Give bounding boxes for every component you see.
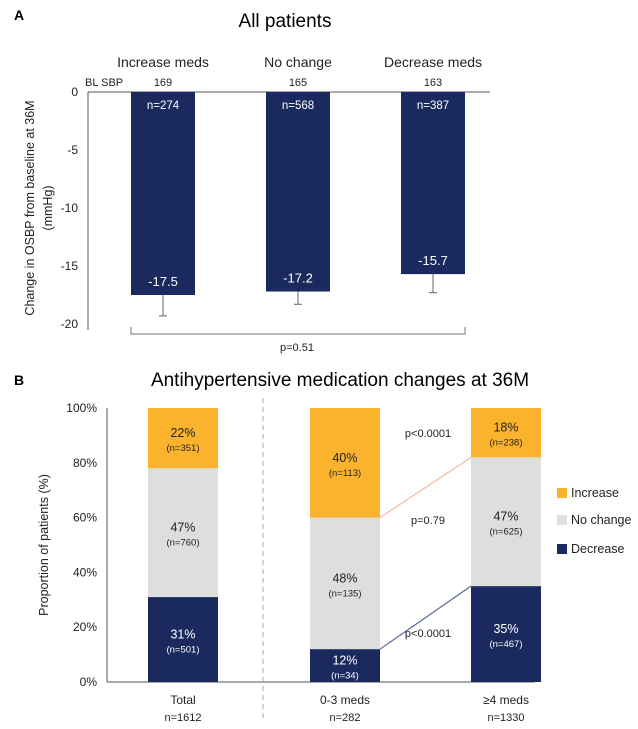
panel-a-bracket [130, 327, 466, 335]
panel-b-bar-segment [310, 517, 380, 650]
panel-b-bar-segment [310, 649, 380, 682]
panel-a-pvalue: p=0.51 [280, 342, 314, 354]
panel-b-bar-segment [471, 586, 541, 682]
panel-a-n-label: n=274 [147, 100, 180, 112]
panel-b-segment-n: (n=760) [166, 538, 199, 549]
panel-b-segment-n: (n=34) [331, 671, 359, 682]
panel-b-connector [379, 585, 472, 650]
panel-b-segment-n: (n=467) [489, 639, 522, 650]
bl-sbp-label: BL SBP [85, 77, 123, 89]
panel-a-bar [401, 92, 465, 275]
panel-b-connector [379, 456, 472, 519]
panel-b-pvalue: p<0.0001 [405, 628, 451, 640]
panel-a-value-label: -17.2 [283, 271, 313, 286]
panel-b-pvalue: p=0.79 [411, 515, 445, 527]
panel-a-plot: 0 -5 -10 -15 -20 Increase meds 169 n=274 -17.5 No… [61, 54, 490, 335]
panel-a-ytick: -20 [61, 317, 79, 331]
panel-b-segment-n: (n=351) [166, 443, 199, 454]
panel-a-value-label: -17.5 [148, 274, 178, 289]
panel-a-bl-sbp-value: 169 [154, 77, 172, 89]
panel-b-title: Antihypertensive medication changes at 3… [151, 370, 529, 391]
panel-a-title: All patients [239, 11, 332, 32]
legend-label: Decrease [571, 542, 625, 556]
panel-b-ylabel: Proportion of patients (%) [37, 474, 51, 616]
panel-b-ytick: 20% [73, 620, 97, 634]
panel-b-category-label: Total [170, 693, 195, 707]
panel-b-segment-n: (n=135) [328, 588, 361, 599]
panel-b-bar-segment [471, 457, 541, 587]
panel-b-segment-n: (n=625) [489, 527, 522, 538]
panel-b-ytick: 0% [80, 675, 98, 689]
panel-b-segment-n: (n=113) [329, 468, 361, 479]
panel-b-segment-percent: 47% [493, 510, 518, 524]
panel-a-value-label: -15.7 [418, 253, 448, 268]
panel-b-plot: 0% 20% 40% 60% 80% 100% 31% (n=501) 47% (n=760) 22… [66, 398, 632, 724]
panel-a-bl-sbp-value: 165 [289, 77, 307, 89]
panel-b-ytick: 80% [73, 456, 97, 470]
panel-a-ytick: -5 [67, 143, 78, 157]
panel-b-bar-segment [471, 408, 541, 458]
panel-a-bar [131, 92, 195, 295]
panel-b-segment-percent: 22% [170, 426, 195, 440]
legend-label: Increase [571, 486, 619, 500]
legend-label: No change [571, 513, 632, 527]
panel-a-bl-sbp-value: 163 [424, 77, 442, 89]
panel-b-segment-n: (n=238) [489, 438, 522, 449]
panel-b-letter: B [14, 372, 24, 388]
panel-b-category-label: ≥4 meds [483, 693, 529, 707]
panel-b-ytick: 60% [73, 511, 97, 525]
panel-a-ytick: -10 [61, 201, 79, 215]
panel-b-bar-segment [148, 468, 218, 598]
panel-b-segment-percent: 35% [493, 622, 518, 636]
legend-swatch [557, 544, 567, 554]
panel-a-category-label: No change [264, 54, 332, 70]
panel-b-category-n: n=1330 [487, 712, 524, 724]
panel-b-bar-segment [148, 597, 218, 682]
panel-b-bar-segment [148, 408, 218, 469]
panel-b-category-n: n=1612 [164, 712, 201, 724]
panel-a-letter: A [14, 7, 24, 23]
panel-b-segment-n: (n=501) [166, 645, 199, 656]
panel-a-ylabel-line2: (mmHg) [41, 185, 55, 230]
panel-a-category-label: Decrease meds [384, 54, 482, 70]
panel-a-bar [266, 92, 330, 292]
panel-a-ylabel-line1: Change in OSBP from baseline at 36M [23, 100, 37, 315]
panel-b-category-n: n=282 [330, 712, 361, 724]
panel-b-ytick: 100% [66, 401, 97, 415]
panel-a-n-label: n=568 [282, 100, 314, 112]
panel-b-segment-percent: 18% [493, 421, 518, 435]
panel-b-segment-percent: 40% [332, 451, 357, 465]
legend-swatch [557, 515, 567, 525]
panel-b-segment-percent: 31% [170, 628, 195, 642]
panel-b-bar-segment [310, 408, 380, 518]
panel-a-category-label: Increase meds [117, 54, 209, 70]
panel-b-category-label: 0-3 meds [320, 693, 370, 707]
panel-a-ytick: 0 [71, 85, 78, 99]
panel-b-segment-percent: 12% [332, 654, 357, 668]
panel-b-ytick: 40% [73, 565, 97, 579]
panel-a-n-label: n=387 [417, 100, 449, 112]
panel-b-pvalue: p<0.0001 [405, 428, 451, 440]
panel-b-segment-percent: 48% [332, 571, 357, 585]
panel-a-ytick: -15 [61, 259, 79, 273]
panel-b-segment-percent: 47% [170, 521, 195, 535]
legend-swatch [557, 488, 567, 498]
